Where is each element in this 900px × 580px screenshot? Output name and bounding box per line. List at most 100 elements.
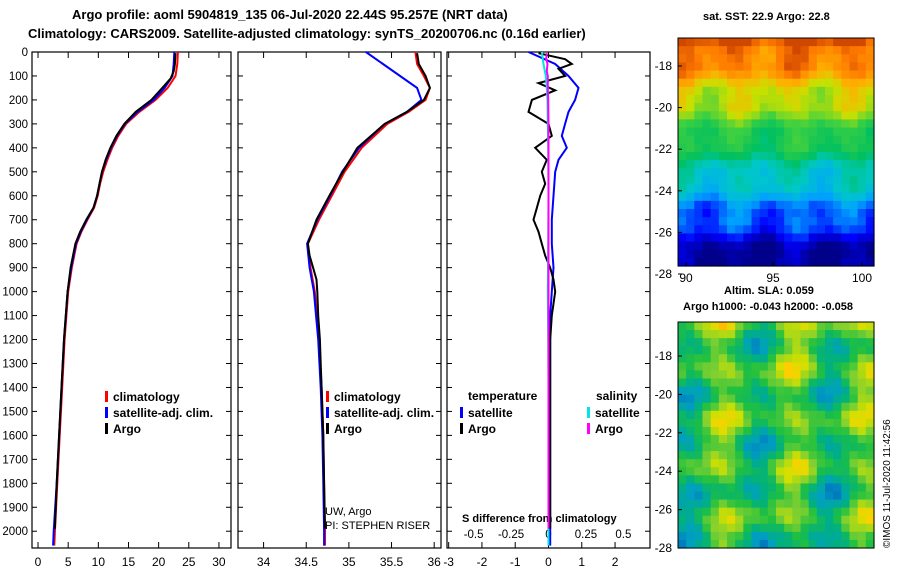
map-pixel bbox=[841, 394, 851, 404]
map-pixel bbox=[702, 38, 712, 47]
map-pixel bbox=[767, 386, 777, 396]
map-pixel bbox=[702, 459, 712, 468]
map-pixel bbox=[702, 241, 712, 251]
map-pixel bbox=[865, 410, 875, 420]
map-pixel bbox=[792, 95, 802, 104]
map-pixel bbox=[735, 467, 744, 476]
map-pixel bbox=[792, 46, 802, 55]
map-pixel bbox=[710, 426, 720, 436]
map-pixel bbox=[816, 354, 826, 363]
map-pixel bbox=[816, 346, 826, 355]
salinity-diff-tick-label: -0.25 bbox=[498, 529, 524, 541]
map-pixel bbox=[735, 160, 744, 169]
map-pixel bbox=[751, 523, 761, 533]
map-pixel bbox=[678, 402, 687, 412]
map-pixel bbox=[857, 54, 867, 64]
x-tick-label: 35.5 bbox=[380, 555, 404, 569]
map-pixel bbox=[767, 38, 777, 47]
map-pixel bbox=[759, 217, 769, 226]
credit-line2: PI: STEPHEN RISER bbox=[325, 520, 431, 532]
map-pixel bbox=[865, 523, 875, 533]
map-pixel bbox=[825, 483, 834, 493]
map-pixel bbox=[718, 523, 728, 533]
map-pixel bbox=[678, 217, 687, 226]
map-pixel bbox=[865, 200, 875, 210]
map-pixel bbox=[710, 467, 720, 476]
map-pixel bbox=[825, 184, 834, 194]
map-pixel bbox=[735, 225, 744, 235]
map-pixel bbox=[735, 426, 744, 436]
map-pixel bbox=[792, 410, 802, 420]
map-pixel bbox=[784, 426, 793, 436]
map-pixel bbox=[694, 217, 704, 226]
map-pixel bbox=[727, 200, 736, 210]
map-pixel bbox=[678, 354, 687, 363]
map-pixel bbox=[816, 338, 826, 347]
map-pixel bbox=[694, 209, 704, 218]
map-pixel bbox=[784, 233, 793, 243]
map-pixel bbox=[718, 443, 728, 452]
map-pixel bbox=[776, 249, 785, 259]
map-pixel bbox=[857, 467, 867, 476]
y-tick-label: 1000 bbox=[2, 287, 28, 299]
map-pixel bbox=[718, 233, 728, 243]
x-tick-label: 36 bbox=[427, 555, 441, 569]
map-pixel bbox=[751, 78, 761, 88]
map-pixel bbox=[727, 394, 736, 404]
map-pixel bbox=[776, 225, 785, 235]
map-pixel bbox=[718, 491, 728, 501]
map-pixel bbox=[743, 435, 753, 444]
series-line-satellite-adj.-clim. bbox=[52, 51, 176, 546]
map-pixel bbox=[735, 86, 744, 96]
map-pixel bbox=[816, 451, 826, 460]
map-pixel bbox=[694, 200, 704, 210]
series-line-temperature-Argo bbox=[527, 52, 574, 529]
map-pixel bbox=[694, 507, 704, 517]
panel-temperature: 0100200300400500600700800900100011001200… bbox=[2, 47, 232, 569]
map-pixel bbox=[865, 426, 875, 436]
map-pixel bbox=[727, 346, 736, 355]
map-pixel bbox=[694, 62, 704, 72]
map-pixel bbox=[776, 386, 785, 396]
map-pixel bbox=[751, 176, 761, 186]
map-pixel bbox=[751, 515, 761, 525]
map-pixel bbox=[849, 192, 859, 202]
map-pixel bbox=[792, 507, 802, 517]
map-pixel bbox=[743, 354, 753, 363]
chart-title-line1: Argo profile: aoml 5904819_135 06-Jul-20… bbox=[72, 7, 508, 22]
map-pixel bbox=[710, 233, 720, 243]
map-pixel bbox=[825, 192, 834, 202]
map-pixel bbox=[841, 95, 851, 104]
map-pixel bbox=[702, 62, 712, 72]
map-pixel bbox=[833, 168, 842, 178]
map-pixel bbox=[784, 322, 793, 331]
map-pixel bbox=[776, 241, 785, 251]
y-tick-label: 1900 bbox=[2, 502, 28, 514]
map-pixel bbox=[743, 176, 753, 186]
map-pixel bbox=[727, 491, 736, 501]
map-pixel bbox=[800, 152, 810, 161]
map-pixel bbox=[678, 531, 687, 541]
map-pixel bbox=[784, 443, 793, 452]
map-pixel bbox=[841, 539, 851, 549]
map-pixel bbox=[800, 523, 810, 533]
map-pixel bbox=[743, 475, 753, 485]
map-pixel bbox=[816, 209, 826, 218]
map-pixel bbox=[727, 233, 736, 243]
map-pixel bbox=[825, 257, 834, 267]
map-pixel bbox=[792, 459, 802, 468]
map-pixel bbox=[735, 209, 744, 218]
map-pixel bbox=[735, 475, 744, 485]
map-pixel bbox=[865, 46, 875, 55]
map-pixel bbox=[743, 346, 753, 355]
map-pixel bbox=[792, 127, 802, 137]
sst-lon-tick-label: 95 bbox=[766, 271, 780, 285]
map-pixel bbox=[849, 507, 859, 517]
map-pixel bbox=[678, 491, 687, 501]
map-pixel bbox=[710, 168, 720, 178]
map-pixel bbox=[841, 217, 851, 226]
map-pixel bbox=[849, 330, 859, 339]
map-pixel bbox=[792, 451, 802, 460]
legend-label: satellite bbox=[468, 406, 513, 420]
map-pixel bbox=[751, 127, 761, 137]
